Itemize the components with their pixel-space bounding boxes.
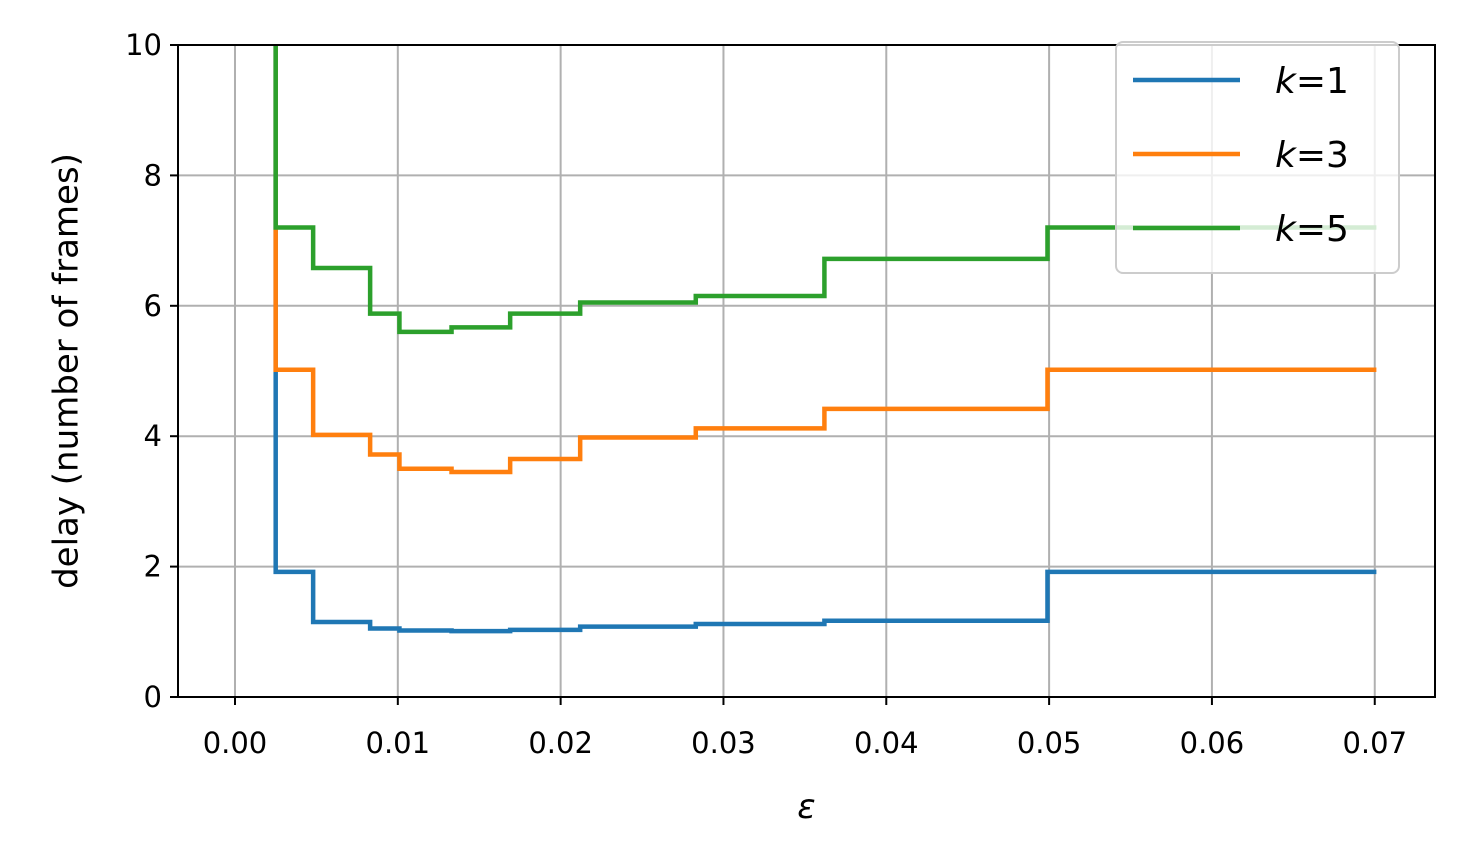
- x-tick-label: 0.01: [366, 726, 431, 760]
- x-tick-label: 0.03: [691, 726, 756, 760]
- legend: k=1 k=3 k=5: [1115, 41, 1400, 274]
- legend-label: k=3: [1275, 135, 1349, 176]
- y-tick-label: 8: [144, 158, 162, 192]
- legend-label: k=1: [1275, 61, 1349, 102]
- y-tick-label: 4: [144, 419, 162, 453]
- series-line-2: [273, 45, 1377, 475]
- x-tick-label: 0.02: [528, 726, 593, 760]
- legend-box: [1115, 41, 1400, 274]
- x-tick-label: 0.07: [1342, 726, 1407, 760]
- x-tick-label: 0.06: [1180, 726, 1245, 760]
- plot-series: [273, 45, 1377, 634]
- y-axis-ticks: 0 2 4 6 8 10: [125, 28, 178, 714]
- y-tick-label: 0: [144, 680, 162, 714]
- x-axis-ticks: 0.00 0.01 0.02 0.03 0.04 0.05 0.06 0.07: [203, 697, 1407, 760]
- x-axis-label: ε: [797, 787, 815, 827]
- y-axis-label: delay (number of frames): [47, 153, 87, 589]
- series-line-3: [273, 45, 1377, 335]
- y-tick-label: 2: [144, 550, 162, 584]
- x-tick-label: 0.00: [203, 726, 268, 760]
- y-tick-label: 6: [144, 289, 162, 323]
- x-tick-label: 0.04: [854, 726, 919, 760]
- x-tick-label: 0.05: [1017, 726, 1082, 760]
- y-tick-label: 10: [125, 28, 162, 62]
- series-line-1: [273, 45, 1377, 634]
- plot-frame: [177, 44, 1436, 698]
- legend-label: k=5: [1275, 209, 1349, 250]
